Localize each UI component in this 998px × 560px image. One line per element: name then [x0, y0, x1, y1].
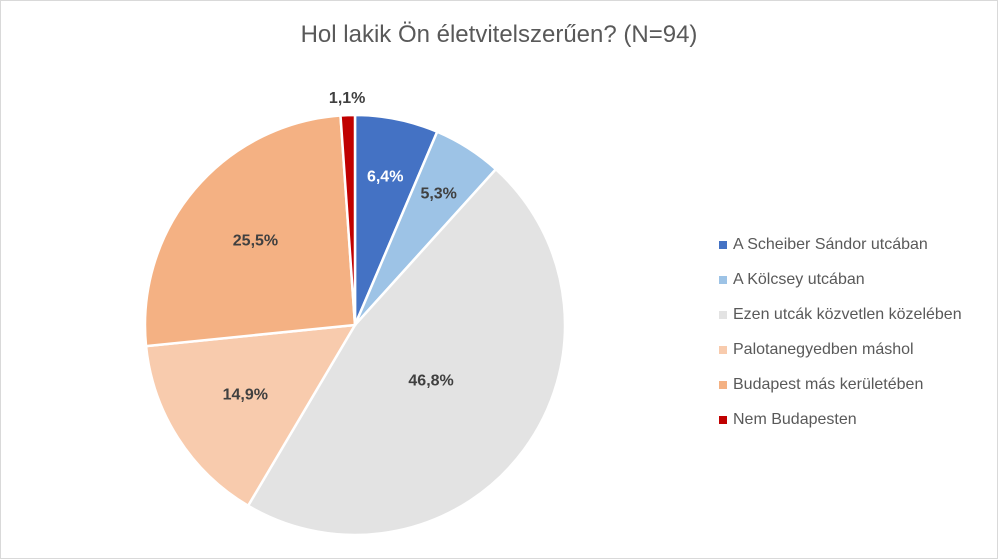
legend-swatch: [719, 310, 727, 319]
pie-slice-5: [143, 114, 357, 348]
data-label-3: 46,8%: [408, 373, 453, 390]
pie-slice-3: [246, 167, 567, 537]
legend-label: Nem Budapesten: [733, 410, 857, 428]
legend-swatch: [719, 240, 727, 249]
legend: A Scheiber Sándor utcában A Kölcsey utcáb…: [719, 227, 962, 437]
data-label-5: 25,5%: [233, 233, 278, 250]
data-label-1: 6,4%: [367, 168, 403, 185]
legend-item-3: Ezen utcák közvetlen közelében: [719, 297, 962, 332]
data-label-6: 1,1%: [329, 90, 365, 107]
legend-item-6: Nem Budapesten: [719, 402, 962, 437]
pie-slice-4: [144, 323, 358, 508]
legend-label: A Scheiber Sándor utcában: [733, 235, 928, 253]
legend-swatch: [719, 380, 727, 389]
data-label-4: 14,9%: [223, 387, 268, 404]
legend-swatch: [719, 345, 727, 354]
legend-item-1: A Scheiber Sándor utcában: [719, 227, 962, 262]
legend-item-2: A Kölcsey utcában: [719, 262, 962, 297]
data-label-2: 5,3%: [420, 186, 456, 203]
legend-item-5: Budapest más kerületében: [719, 367, 962, 402]
chart-title: Hol lakik Ön életvitelszerűen? (N=94): [300, 21, 698, 48]
pie-slice-6: [339, 113, 357, 326]
legend-label: Budapest más kerületében: [733, 375, 924, 393]
legend-item-4: Palotanegyedben máshol: [719, 332, 962, 367]
legend-label: Ezen utcák közvetlen közelében: [733, 305, 962, 323]
legend-label: A Kölcsey utcában: [733, 270, 865, 288]
legend-label: Palotanegyedben máshol: [733, 340, 914, 358]
legend-swatch: [719, 415, 727, 424]
legend-swatch: [719, 275, 727, 284]
